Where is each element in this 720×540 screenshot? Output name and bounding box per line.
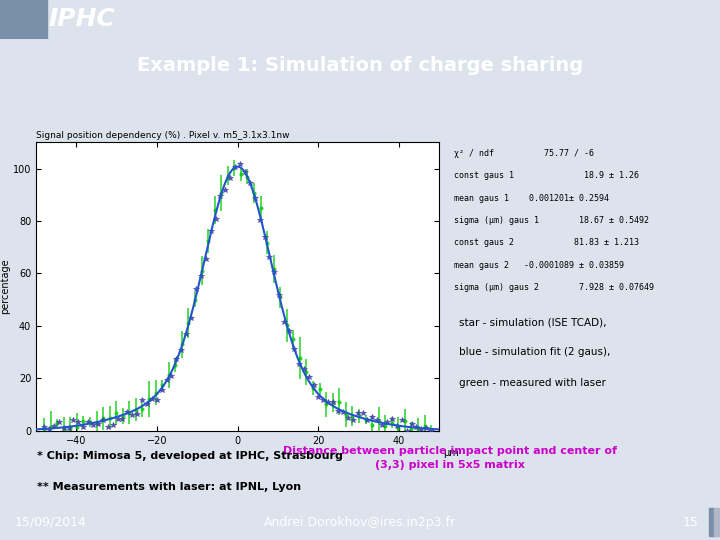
- Text: Andrei.Dorokhov@ires.in2p3.fr: Andrei.Dorokhov@ires.in2p3.fr: [264, 516, 456, 529]
- Text: blue - simulation fit (2 gaus),: blue - simulation fit (2 gaus),: [459, 347, 611, 357]
- Text: const gaus 1              18.9 ± 1.26: const gaus 1 18.9 ± 1.26: [454, 171, 639, 180]
- Bar: [0, 0, 47, 39]
- Text: ** Measurements with laser: at IPNL, Lyon: ** Measurements with laser: at IPNL, Lyo…: [37, 482, 301, 492]
- Text: 15/09/2014: 15/09/2014: [14, 516, 86, 529]
- Text: sigma (µm) gaus 1        18.67 ± 0.5492: sigma (µm) gaus 1 18.67 ± 0.5492: [454, 216, 649, 225]
- Text: µm: µm: [444, 448, 459, 458]
- Y-axis label: percentage: percentage: [0, 259, 10, 314]
- Text: sigma (µm) gaus 2        7.928 ± 0.07649: sigma (µm) gaus 2 7.928 ± 0.07649: [454, 283, 654, 292]
- Text: green - measured with laser: green - measured with laser: [459, 377, 606, 388]
- Text: star - simulation (ISE TCAD),: star - simulation (ISE TCAD),: [459, 317, 606, 327]
- Text: 15: 15: [683, 516, 698, 529]
- Bar: [709, 509, 714, 537]
- Text: const gaus 2            81.83 ± 1.213: const gaus 2 81.83 ± 1.213: [454, 239, 639, 247]
- Text: mean gaus 2   -0.0001089 ± 0.03859: mean gaus 2 -0.0001089 ± 0.03859: [454, 261, 624, 270]
- Bar: [714, 509, 719, 537]
- Text: IPHC: IPHC: [49, 8, 116, 31]
- Text: Example 1: Simulation of charge sharing: Example 1: Simulation of charge sharing: [137, 56, 583, 76]
- Text: χ² / ndf          75.77 / -6: χ² / ndf 75.77 / -6: [454, 149, 594, 158]
- Text: Distance between particle impact point and center of
(3,3) pixel in 5x5 matrix: Distance between particle impact point a…: [283, 446, 617, 470]
- Text: * Chip: Mimosa 5, developed at IPHC, Strasbourg: * Chip: Mimosa 5, developed at IPHC, Str…: [37, 451, 343, 461]
- Text: mean gaus 1    0.001201± 0.2594: mean gaus 1 0.001201± 0.2594: [454, 194, 609, 202]
- Text: Signal position dependency (%) . Pixel v. m5_3.1x3.1nw: Signal position dependency (%) . Pixel v…: [36, 131, 289, 140]
